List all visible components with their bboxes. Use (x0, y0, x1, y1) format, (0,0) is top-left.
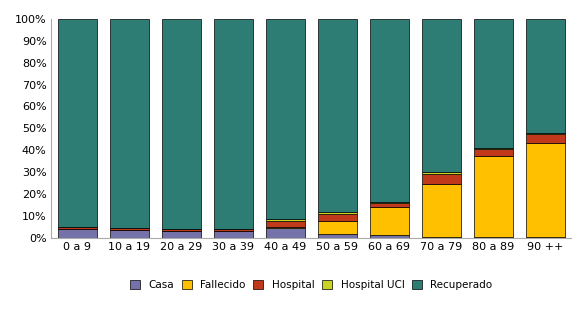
Bar (58, 229, 97, 238)
Bar (473, 156, 513, 236)
Bar (318, 212, 357, 213)
Bar (526, 134, 564, 143)
Bar (473, 19, 513, 148)
Bar (526, 143, 564, 236)
Bar (473, 236, 513, 238)
Legend: Casa, Fallecido, Hospital, Hospital UCI, Recuperado: Casa, Fallecido, Hospital, Hospital UCI,… (128, 278, 495, 292)
Bar (266, 227, 305, 228)
Bar (110, 228, 149, 230)
Bar (526, 236, 564, 238)
Bar (370, 207, 408, 235)
Bar (162, 19, 201, 229)
Bar (422, 19, 461, 172)
Bar (318, 213, 357, 221)
Bar (422, 172, 461, 174)
Bar (370, 235, 408, 238)
Bar (370, 203, 408, 207)
Bar (266, 221, 305, 227)
Bar (214, 229, 253, 231)
Bar (110, 230, 149, 238)
Bar (473, 148, 513, 149)
Bar (473, 149, 513, 156)
Bar (318, 221, 357, 234)
Bar (526, 133, 564, 134)
Bar (214, 19, 253, 229)
Bar (214, 231, 253, 238)
Bar (58, 19, 97, 227)
Bar (526, 19, 564, 133)
Bar (266, 219, 305, 221)
Bar (266, 228, 305, 238)
Bar (58, 227, 97, 229)
Bar (318, 19, 357, 212)
Bar (422, 174, 461, 184)
Bar (370, 19, 408, 201)
Bar (370, 201, 408, 203)
Bar (162, 231, 201, 238)
Bar (422, 236, 461, 238)
Bar (162, 229, 201, 231)
Bar (422, 184, 461, 236)
Bar (110, 19, 149, 228)
Bar (318, 234, 357, 238)
Bar (266, 19, 305, 219)
